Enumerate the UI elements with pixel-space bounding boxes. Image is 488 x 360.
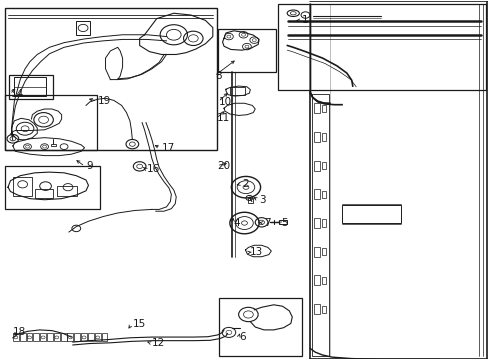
Bar <box>321 306 326 313</box>
Bar <box>57 186 77 196</box>
Text: 2: 2 <box>242 179 248 189</box>
Bar <box>13 333 19 341</box>
Bar <box>321 248 326 255</box>
Text: 11: 11 <box>217 113 230 123</box>
Bar <box>67 333 73 341</box>
Bar <box>76 21 90 35</box>
Text: 1: 1 <box>302 15 308 26</box>
Bar <box>321 191 326 198</box>
Bar <box>341 205 400 223</box>
Text: 10: 10 <box>219 97 232 107</box>
Bar <box>311 94 328 356</box>
Bar <box>321 162 326 169</box>
Bar <box>81 333 87 341</box>
Bar <box>321 105 326 112</box>
Bar <box>74 333 80 341</box>
Bar <box>102 333 107 341</box>
Bar <box>321 220 326 226</box>
Bar <box>321 277 326 284</box>
Bar <box>313 161 319 171</box>
Bar <box>9 75 53 99</box>
Text: 6: 6 <box>239 332 246 342</box>
Bar <box>35 189 53 198</box>
Bar <box>313 189 319 199</box>
Bar <box>40 333 46 341</box>
Bar <box>13 177 32 196</box>
Text: 15: 15 <box>132 319 145 329</box>
Bar <box>219 298 302 356</box>
Bar <box>313 247 319 257</box>
Bar <box>4 8 216 149</box>
Bar <box>313 304 319 314</box>
Text: 3: 3 <box>259 195 265 205</box>
Text: 4: 4 <box>233 218 240 228</box>
Bar <box>321 134 326 140</box>
Bar <box>95 333 101 341</box>
Bar <box>4 166 100 209</box>
Bar <box>26 333 32 341</box>
Text: 18: 18 <box>12 327 25 337</box>
Text: 8: 8 <box>215 71 222 81</box>
Bar <box>248 198 253 203</box>
Text: 7: 7 <box>264 218 270 228</box>
Bar <box>88 333 94 341</box>
Bar <box>20 333 25 341</box>
Bar <box>277 4 486 90</box>
Bar <box>61 333 66 341</box>
Bar <box>313 132 319 142</box>
Bar <box>33 333 39 341</box>
Bar <box>51 144 56 146</box>
Text: 20: 20 <box>217 161 230 171</box>
Bar <box>217 30 276 72</box>
Text: 16: 16 <box>147 164 160 174</box>
Text: 9: 9 <box>86 161 92 171</box>
Text: 13: 13 <box>249 247 262 257</box>
Bar <box>313 218 319 228</box>
Bar <box>313 275 319 285</box>
Bar <box>47 333 53 341</box>
Text: 19: 19 <box>98 96 111 106</box>
Bar <box>54 333 60 341</box>
Text: 5: 5 <box>281 218 287 228</box>
Bar <box>278 220 287 224</box>
Text: 14: 14 <box>10 89 23 99</box>
Bar <box>14 77 46 96</box>
Text: 12: 12 <box>152 338 165 348</box>
Bar <box>4 95 97 150</box>
Text: 17: 17 <box>161 143 175 153</box>
Bar <box>313 103 319 113</box>
Bar <box>229 87 244 95</box>
